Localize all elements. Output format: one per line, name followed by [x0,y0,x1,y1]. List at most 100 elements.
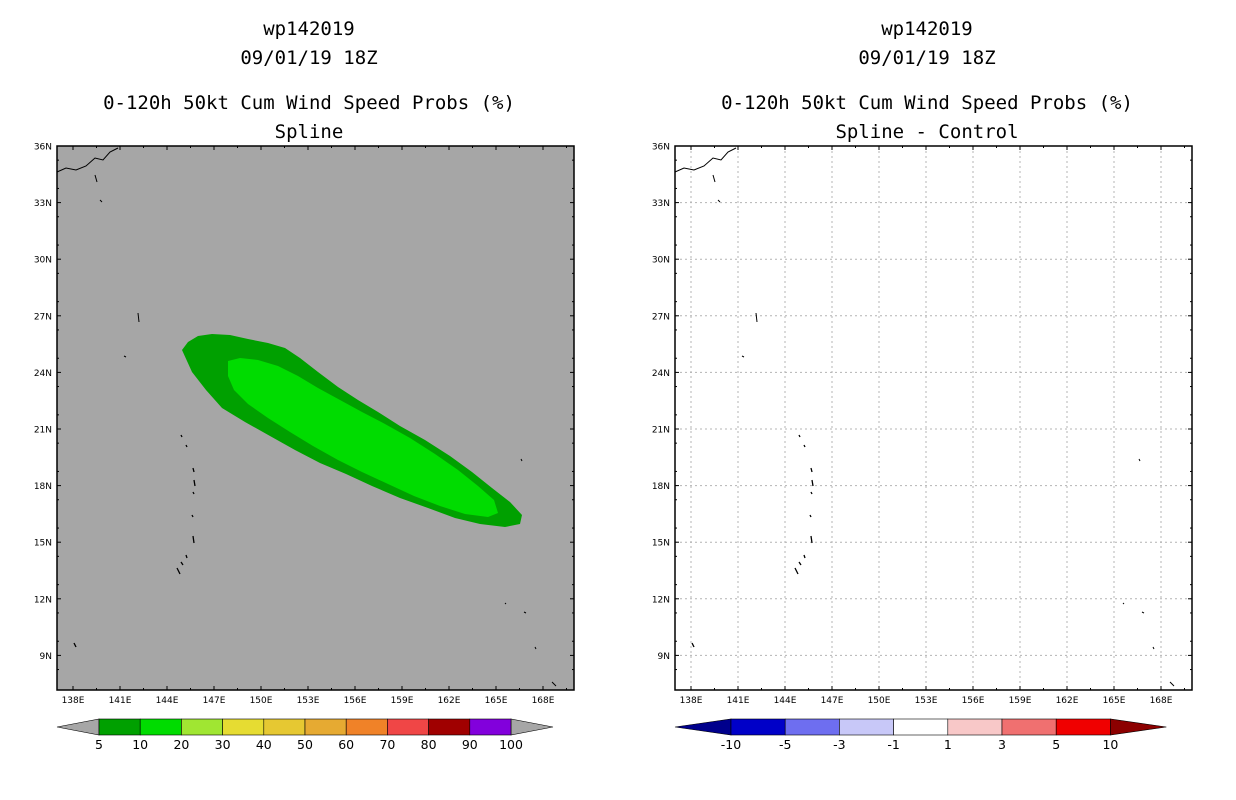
lon-label: 150E [250,696,273,706]
mariana-islands [176,434,196,575]
west-islet-9n [691,642,695,648]
colorbar-label: -10 [721,737,741,752]
lat-label: 9N [658,652,670,662]
colorbar-label: 30 [215,737,231,752]
lon-label: 159E [1009,696,1032,706]
colorbar-label: 5 [95,737,103,752]
map-frame [56,145,575,691]
east-islet-5 [1169,681,1175,687]
islet-24n [741,355,745,358]
colorbar-label: 90 [462,737,478,752]
lon-label: 162E [1056,696,1079,706]
lat-label: 15N [34,539,52,549]
colorbar-low-arrow [674,718,732,736]
islet-24n [123,355,127,358]
east-islet-2 [504,602,507,605]
contour-10pct [228,358,498,517]
east-islet-2 [1122,602,1125,605]
lon-label: 153E [915,696,938,706]
colorbar-label: 50 [297,737,313,752]
colorbar-label: -1 [887,737,899,752]
datetime: 09/01/19 18Z [858,47,996,69]
colorbar-segment [784,718,840,736]
lon-label: 168E [532,696,555,706]
storm-id: wp142019 [881,18,973,40]
colorbar-segment [428,718,471,736]
colorbar-high-arrow [1110,718,1167,736]
lat-label: 21N [652,426,670,436]
colorbar-label: 3 [998,737,1006,752]
panel-title: 0-120h 50kt Cum Wind Speed Probs (%) [721,92,1133,114]
panel-title: 0-120h 50kt Cum Wind Speed Probs (%) [103,92,515,114]
axis-labels: 36N 33N 30N 27N 24N 21N 18N 15N 12N 9N 138E 141E 144… [652,143,1173,707]
lat-label: 24N [652,369,670,379]
lon-label: 150E [868,696,891,706]
map-frame [674,145,1193,691]
lon-label: 144E [156,696,179,706]
japan-islet-1 [94,174,98,183]
gridlines [675,146,1192,690]
east-islet-1 [520,458,523,462]
lon-label: 138E [680,696,703,706]
colorbar-label: 5 [1052,737,1060,752]
colorbar-segment [1055,718,1111,736]
colorbar-label: 60 [338,737,354,752]
storm-id: wp142019 [263,18,355,40]
japan-islet-2 [99,199,103,203]
colorbar-segment [730,718,786,736]
axis-ticks [675,145,1192,690]
lat-label: 21N [34,426,52,436]
japan-islet-2 [717,199,721,203]
colorbar-label: 1 [944,737,952,752]
lon-label: 141E [727,696,750,706]
lon-label: 156E [344,696,367,706]
lon-label: 147E [821,696,844,706]
colorbar-label: 20 [173,737,189,752]
colorbar: 5 10 20 30 40 50 60 70 80 90 100 [56,718,554,752]
lat-label: 12N [34,595,52,605]
colorbar-label: 80 [421,737,437,752]
colorbar-label: 100 [499,737,523,752]
left-map-svg: 36N 33N 30N 27N 24N 21N 18N 15N 12N 9N 138E 141E 144… [34,143,575,752]
colorbar-segment [345,718,388,736]
lon-label: 162E [438,696,461,706]
islet-27n [137,312,140,323]
lon-label: 159E [391,696,414,706]
colorbar-segment [839,718,894,736]
east-islet-1 [1138,458,1141,462]
colorbar-segment [139,718,182,736]
lon-label: 153E [297,696,320,706]
east-islet-4 [1152,646,1155,650]
mariana-islands [794,434,814,575]
lon-label: 138E [62,696,85,706]
colorbar-segment [1001,718,1057,736]
lat-label: 9N [40,652,52,662]
colorbar-segment [387,718,429,736]
colorbar-label: -5 [779,737,791,752]
right-panel: wp142019 09/01/19 18Z 0-120h 50kt Cum Wi… [618,0,1236,800]
west-islet-9n [73,642,77,648]
right-map-svg: 36N 33N 30N 27N 24N 21N 18N 15N 12N 9N 138E 141E 144… [652,143,1193,752]
colorbar-low-arrow [56,718,100,736]
colorbar-segment [947,718,1003,736]
lat-label: 30N [34,256,52,266]
axis-ticks [57,145,574,690]
lat-label: 33N [34,199,52,209]
lat-label: 24N [34,369,52,379]
lat-label: 12N [652,595,670,605]
lat-label: 36N [652,143,670,153]
left-panel: wp142019 09/01/19 18Z 0-120h 50kt Cum Wi… [34,18,575,752]
japan-islet-1 [712,174,716,183]
colorbar-label: -3 [833,737,845,752]
lat-label: 36N [34,143,52,153]
lon-label: 165E [485,696,508,706]
east-islet-4 [534,646,537,650]
lon-label: 147E [203,696,226,706]
colorbar-label: 10 [132,737,148,752]
lat-label: 27N [652,312,670,322]
colorbar-segment [893,718,949,736]
map-background [675,146,1192,690]
colorbar-label: 10 [1102,737,1118,752]
east-islet-3 [1141,611,1145,614]
lon-label: 141E [109,696,132,706]
